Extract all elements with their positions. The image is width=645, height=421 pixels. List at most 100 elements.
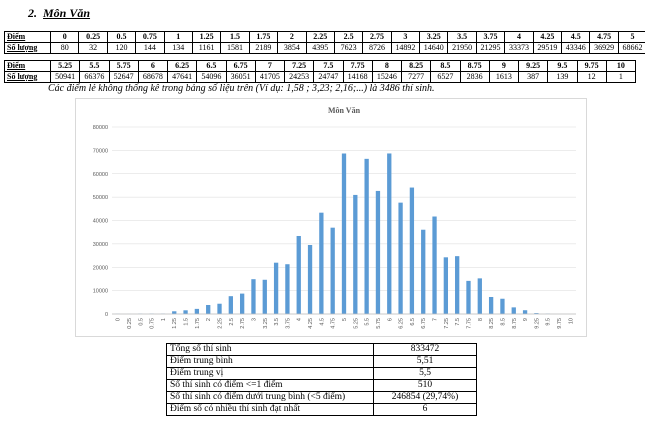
stats-label: Tổng số thí sinh xyxy=(166,343,374,356)
bar xyxy=(307,244,313,314)
count-cell: 7277 xyxy=(400,71,432,83)
x-tick-label: 3.25 xyxy=(263,318,269,329)
bar xyxy=(341,153,347,314)
count-cell: 120 xyxy=(106,42,137,54)
count-cell: 3854 xyxy=(277,42,307,54)
count-cell: 4395 xyxy=(305,42,335,54)
row-label-count: Số lượng xyxy=(4,42,51,54)
stats-value: 5,51 xyxy=(373,355,477,368)
score-cell: 2.5 xyxy=(333,31,364,43)
x-tick-label: 9.25 xyxy=(534,318,540,329)
x-tick-label: 6.5 xyxy=(410,318,416,326)
score-cell: 7.25 xyxy=(283,60,315,72)
score-cell: 5.75 xyxy=(108,60,139,72)
x-tick-label: 0 xyxy=(116,318,122,321)
count-cell: 7623 xyxy=(333,42,364,54)
score-cell: 5.5 xyxy=(79,60,110,72)
count-cell: 2836 xyxy=(459,71,490,83)
chart-title: Môn Văn xyxy=(328,106,361,115)
y-tick-label: 40000 xyxy=(93,219,108,225)
y-tick-label: 70000 xyxy=(93,148,108,154)
bar xyxy=(421,229,426,314)
bar xyxy=(443,257,449,314)
x-tick-label: 9 xyxy=(523,318,529,321)
score-cell: 10 xyxy=(605,60,637,72)
x-tick-label: 8 xyxy=(478,318,484,321)
bar xyxy=(285,264,290,314)
count-cell: 47641 xyxy=(166,71,198,83)
bar xyxy=(353,194,358,314)
count-cell: 43346 xyxy=(561,42,591,54)
count-cell: 387 xyxy=(517,71,549,83)
stats-label: Số thí sinh có điểm dưới trung bình (<5 … xyxy=(166,391,374,404)
score-cell: 9.5 xyxy=(547,60,578,72)
count-cell: 1 xyxy=(605,71,637,83)
y-tick-label: 50000 xyxy=(93,195,108,201)
bar xyxy=(409,187,415,314)
bar xyxy=(273,262,279,314)
x-tick-label: 1.75 xyxy=(195,318,201,329)
bar xyxy=(500,298,505,314)
y-tick-label: 10000 xyxy=(93,289,108,295)
bar xyxy=(511,307,516,314)
x-tick-label: 1.5 xyxy=(184,318,190,326)
x-tick-label: 1.25 xyxy=(172,318,178,329)
score-cell: 6 xyxy=(137,60,169,72)
count-cell: 33373 xyxy=(504,42,534,54)
bar xyxy=(262,279,267,314)
score-cell: 3.25 xyxy=(419,31,449,43)
x-tick-label: 3.75 xyxy=(285,318,291,329)
x-tick-label: 1 xyxy=(161,318,167,321)
bar xyxy=(522,310,528,314)
score-cell: 1.75 xyxy=(248,31,279,43)
score-cell: 3.75 xyxy=(475,31,506,43)
count-cell: 29519 xyxy=(532,42,563,54)
count-cell: 68678 xyxy=(137,71,169,83)
stats-label: Điểm số có nhiều thí sinh đạt nhất xyxy=(166,403,374,416)
stats-row: Điểm số có nhiều thí sinh đạt nhất 6 xyxy=(166,403,477,416)
section-number: 2. xyxy=(28,6,37,20)
bar xyxy=(432,216,437,314)
score-cell: 0 xyxy=(49,31,80,43)
x-tick-label: 7 xyxy=(433,318,439,321)
score-cell: 0.75 xyxy=(135,31,165,43)
x-tick-label: 5.5 xyxy=(365,318,371,326)
x-tick-label: 8.5 xyxy=(500,318,506,326)
stats-value: 510 xyxy=(373,379,477,392)
x-tick-label: 4.75 xyxy=(331,318,337,329)
x-tick-label: 5 xyxy=(342,318,348,321)
score-cell: 7 xyxy=(254,60,286,72)
x-tick-label: 5.25 xyxy=(353,318,359,329)
count-cell: 8726 xyxy=(362,42,392,54)
stats-table: Tổng số thí sinh 833472 Điểm trung bình 5,5… xyxy=(166,343,477,416)
count-cell: 144 xyxy=(135,42,165,54)
count-cell: 139 xyxy=(547,71,578,83)
x-tick-label: 8.75 xyxy=(512,318,518,329)
count-cell: 2189 xyxy=(248,42,279,54)
x-tick-label: 7.5 xyxy=(455,318,461,326)
bar xyxy=(194,308,200,314)
x-tick-label: 6.25 xyxy=(399,318,405,329)
score-cell: 8.5 xyxy=(430,60,461,72)
score-cell: 4.75 xyxy=(589,31,619,43)
bar xyxy=(534,313,539,314)
count-cell: 24253 xyxy=(283,71,315,83)
bar xyxy=(455,256,460,314)
x-tick-label: 4.25 xyxy=(308,318,314,329)
score-cell: 8 xyxy=(371,60,403,72)
score-cell: 9.25 xyxy=(517,60,549,72)
score-row: Điểm 5.25 5.5 5.75 6 6.25 6.5 6.75 7 7.25 7.5 7.75 8… xyxy=(4,60,637,72)
y-tick-label: 60000 xyxy=(93,172,108,178)
stats-label: Số thí sinh có điểm <=1 điểm xyxy=(166,379,374,392)
score-cell: 2 xyxy=(277,31,307,43)
count-cell: 6527 xyxy=(430,71,461,83)
bar xyxy=(488,296,494,314)
section-heading: 2. Môn Văn xyxy=(28,6,90,21)
count-row: Số lượng 50941 66376 52647 68678 47641 54096 36… xyxy=(4,71,637,83)
x-tick-label: 7.25 xyxy=(444,318,450,329)
score-cell: 4.25 xyxy=(532,31,563,43)
score-cell: 4 xyxy=(504,31,534,43)
score-cell: 1.5 xyxy=(220,31,250,43)
x-tick-label: 8.25 xyxy=(489,318,495,329)
score-cell: 6.5 xyxy=(196,60,227,72)
